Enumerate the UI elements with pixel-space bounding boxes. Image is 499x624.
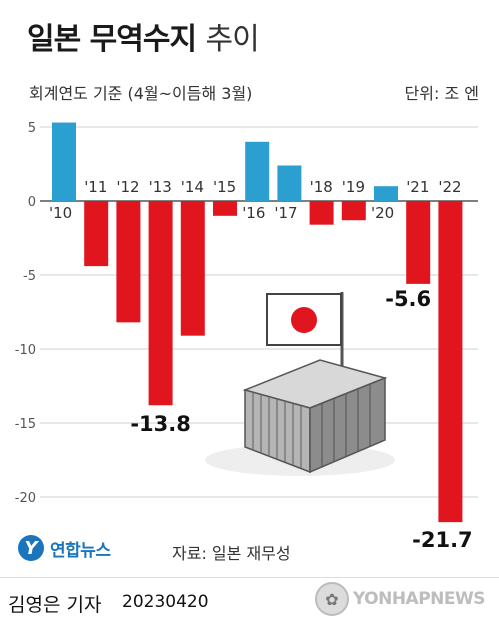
- publish-date: 20230420: [122, 592, 209, 612]
- yonhap-logo-icon: Y: [18, 535, 44, 561]
- x-tick-label: '10: [49, 204, 72, 222]
- x-tick-label: '13: [149, 178, 172, 196]
- x-axis-labels: '10 '11 '12 '13 '14 '15 '16 '17 '18 '19 '20 '21 '22: [49, 178, 462, 222]
- yonhap-logo: Y 연합뉴스: [18, 535, 111, 561]
- illustration: [205, 292, 395, 476]
- data-label: -13.8: [130, 412, 191, 436]
- japan-flag-icon: [266, 292, 344, 368]
- source-note: 자료: 일본 재무성: [172, 544, 291, 563]
- bar-10: [52, 122, 76, 201]
- bar-21: [406, 201, 431, 284]
- data-label: -21.7: [412, 528, 473, 552]
- y-tick-label: -10: [15, 343, 36, 358]
- bar-12: [116, 201, 141, 323]
- y-tick-label: -20: [15, 491, 36, 506]
- bars: [52, 122, 463, 523]
- yonhap-logo-text: 연합뉴스: [50, 540, 111, 561]
- x-tick-label: '17: [274, 204, 297, 222]
- y-axis-labels: 5 0 -5 -10 -15 -20: [15, 121, 36, 506]
- y-tick-label: 5: [28, 121, 36, 136]
- bar-18: [309, 201, 334, 225]
- data-labels: -13.8 -5.6 -21.7: [130, 287, 472, 552]
- x-tick-label: '22: [438, 178, 461, 196]
- agency-name: YONHAPNEWS: [352, 589, 486, 609]
- bar-16: [245, 141, 270, 201]
- bar-17: [277, 165, 302, 201]
- bar-13: [148, 201, 173, 406]
- x-tick-label: '18: [310, 178, 333, 196]
- unit-label: 단위: 조 엔: [404, 84, 479, 103]
- x-tick-label: '11: [84, 178, 107, 196]
- data-label: -5.6: [385, 287, 431, 311]
- x-tick-label: '14: [181, 178, 204, 196]
- y-tick-label: -5: [23, 269, 36, 284]
- footer: 김영은 기자 20230420 ✿ YONHAPNEWS: [0, 577, 499, 624]
- x-tick-label: '20: [371, 204, 394, 222]
- trade-balance-chart: 5 0 -5 -10 -15 -20: [15, 121, 478, 552]
- x-tick-label: '19: [342, 178, 365, 196]
- y-tick-label: -15: [15, 417, 36, 432]
- bar-14: [180, 201, 205, 336]
- agency-logo: ✿ YONHAPNEWS: [314, 582, 486, 616]
- y-tick-label: 0: [28, 195, 36, 210]
- bar-15: [213, 201, 237, 216]
- title-suffix: 추이: [205, 22, 260, 57]
- yonhap-emblem-icon: ✿: [314, 582, 349, 616]
- bar-11: [84, 201, 109, 267]
- x-tick-label: '12: [116, 178, 139, 196]
- bar-19: [341, 201, 366, 221]
- x-tick-label: '15: [213, 178, 236, 196]
- reporter-name: 김영은 기자: [8, 594, 102, 616]
- title-main: 일본 무역수지: [27, 22, 197, 57]
- page-title: 일본 무역수지 추이: [27, 14, 260, 58]
- bar-22: [438, 201, 463, 523]
- bar-20: [374, 186, 398, 201]
- shipping-container-icon: [205, 359, 395, 476]
- x-tick-label: '21: [406, 178, 429, 196]
- chart-subtitle: 회계연도 기준 (4월~이듬해 3월): [29, 84, 253, 103]
- x-tick-label: '16: [242, 204, 265, 222]
